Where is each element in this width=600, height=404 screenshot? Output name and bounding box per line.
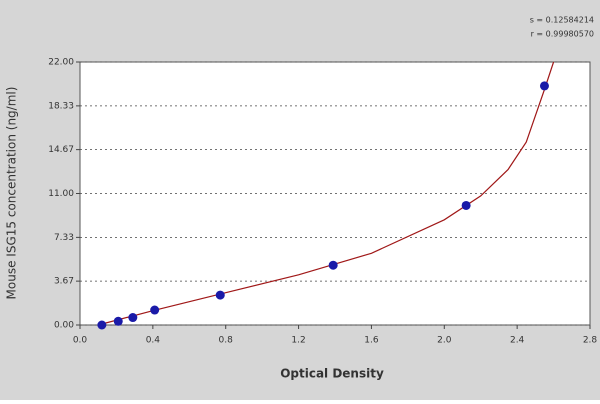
data-point [539,81,549,91]
x-tick-label: 2.4 [510,336,525,346]
data-point [215,290,225,300]
y-tick-label: 3.67 [54,277,74,287]
data-point [150,305,160,315]
x-tick-label: 0.4 [146,336,161,346]
x-tick-label: 0.8 [219,336,234,346]
y-tick-label: 0.00 [54,321,74,331]
annotation: r = 0.99980570 [531,30,594,39]
y-tick-label: 22.00 [48,58,74,68]
fit-curve [98,61,555,326]
x-tick-label: 2.8 [583,336,598,346]
data-point [461,200,471,210]
x-tick-label: 0.0 [73,336,88,346]
y-tick-label: 7.33 [54,233,74,243]
data-point [328,260,338,270]
y-tick-label: 18.33 [48,101,74,111]
y-axis-title: Mouse ISG15 concentration (ng/ml) [5,87,19,300]
x-tick-label: 1.2 [291,336,305,346]
data-point [97,320,107,330]
x-tick-label: 1.6 [364,336,379,346]
annotation: s = 0.12584214 [530,16,594,25]
y-tick-label: 11.00 [48,189,74,199]
x-tick-label: 2.0 [437,336,452,346]
x-axis-title: Optical Density [280,367,384,381]
data-point [113,316,123,326]
data-point [128,313,138,323]
y-tick-label: 14.67 [48,145,74,155]
